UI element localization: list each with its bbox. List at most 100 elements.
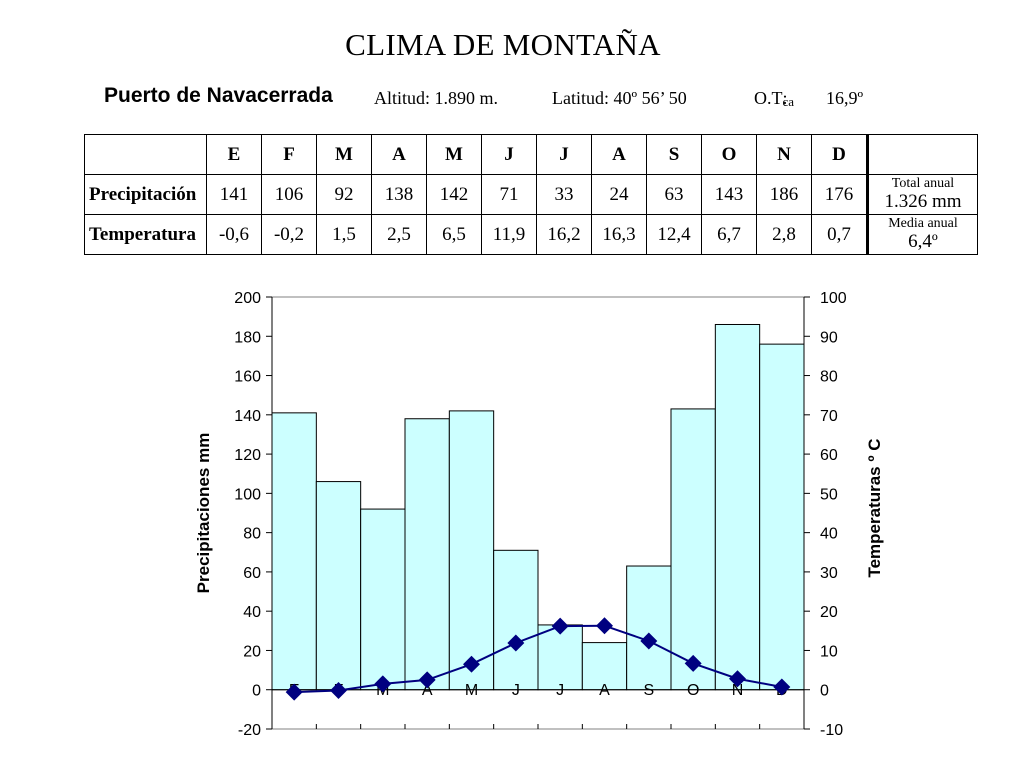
left-tick-label: 80 — [243, 526, 261, 543]
left-tick-label: 140 — [234, 408, 261, 425]
precip-bar — [759, 343, 805, 691]
left-tick-label: 60 — [243, 565, 261, 582]
station-latitude: Latitud: 40º 56’ 50 — [552, 88, 687, 108]
temperature-point — [773, 678, 791, 696]
right-tick-label: -10 — [820, 722, 843, 739]
right-tick-label: 50 — [820, 486, 838, 503]
left-tick-label: 200 — [234, 290, 261, 307]
annual-mean-label: Media anual — [888, 216, 958, 232]
right-tick-label: 60 — [820, 447, 838, 464]
right-tick-label: 20 — [820, 604, 838, 621]
month-header: E — [206, 134, 262, 175]
right-tick-label: 0 — [820, 683, 829, 700]
precip-cell: 186 — [756, 174, 812, 215]
temperature-point — [596, 617, 613, 635]
right-tick-label: 90 — [820, 329, 838, 346]
climate-table: E F M A M J J A S O N D Precipitación 14… — [84, 134, 978, 255]
precip-cell: 92 — [316, 174, 372, 215]
annual-mean-cell: Media anual 6,4º — [866, 214, 978, 255]
right-tick-label: 70 — [820, 408, 838, 425]
otc-prefix: O.T — [754, 88, 783, 108]
temperature-point — [551, 617, 569, 635]
temperature-point — [330, 682, 347, 699]
station-otc: O.T ca: — [754, 88, 794, 109]
annual-mean-value: 6,4º — [908, 230, 938, 252]
precip-cell: 24 — [591, 174, 647, 215]
precip-bar — [493, 549, 539, 691]
category-label: A — [599, 682, 610, 699]
category-label: M — [465, 682, 478, 699]
precipitation-row: Precipitación 141 106 92 138 142 71 33 2… — [84, 174, 978, 215]
month-header: M — [316, 134, 372, 175]
month-header: O — [701, 134, 757, 175]
left-tick-label: 120 — [234, 447, 261, 464]
temperature-row: Temperatura -0,6 -0,2 1,5 2,5 6,5 11,9 1… — [84, 214, 978, 255]
temp-cell: 11,9 — [481, 214, 537, 255]
precip-bar — [714, 323, 761, 691]
precip-bar — [360, 508, 406, 691]
temp-cell: 0,7 — [811, 214, 868, 255]
left-tick-label: 40 — [243, 604, 261, 621]
temp-cell: 6,5 — [426, 214, 482, 255]
table-header-row: E F M A M J J A S O N D — [84, 134, 978, 175]
station-altitude: Altitud: 1.890 m. — [374, 88, 499, 108]
otc-superscript: ca — [782, 94, 795, 109]
category-label: O — [687, 682, 699, 699]
left-tick-label: 20 — [243, 643, 261, 660]
row-label-precipitation: Precipitación — [84, 174, 207, 215]
precip-bar — [537, 624, 583, 691]
temperature-point — [507, 634, 525, 652]
right-tick-label: 10 — [820, 643, 838, 660]
precip-cell: 141 — [206, 174, 262, 215]
left-tick-label: 160 — [234, 369, 261, 386]
category-label: J — [556, 682, 564, 699]
temp-cell: 16,3 — [591, 214, 647, 255]
precip-cell: 176 — [811, 174, 868, 215]
temp-cell: 2,8 — [756, 214, 812, 255]
right-axis-title: Temperaturas º C — [865, 438, 884, 577]
temp-cell: 12,4 — [646, 214, 702, 255]
precip-cell: 33 — [536, 174, 592, 215]
precip-bar — [626, 565, 672, 691]
precip-bar — [404, 418, 450, 691]
month-header: A — [591, 134, 647, 175]
temperature-point — [285, 683, 303, 701]
temperature-point — [374, 675, 392, 693]
page-title: CLIMA DE MONTAÑA — [345, 27, 661, 62]
left-tick-label: 180 — [234, 329, 261, 346]
left-tick-label: 0 — [252, 683, 261, 700]
category-label: S — [643, 682, 654, 699]
temperature-point — [463, 655, 480, 673]
temp-cell: -0,6 — [206, 214, 262, 255]
temperature-point — [684, 654, 702, 672]
temp-cell: 16,2 — [536, 214, 592, 255]
temperature-point — [729, 670, 746, 688]
precip-cell: 142 — [426, 174, 482, 215]
precip-bar — [448, 410, 495, 691]
month-header: N — [756, 134, 812, 175]
temperature-point — [640, 632, 658, 650]
category-label: J — [512, 682, 520, 699]
precip-cell: 106 — [261, 174, 317, 215]
left-tick-label: 100 — [234, 486, 261, 503]
category-label: A — [422, 682, 433, 699]
otc-colon: : — [782, 88, 788, 108]
left-tick-label: -20 — [238, 722, 261, 739]
station-name: Puerto de Navacerrada — [104, 84, 333, 107]
temperature-line — [294, 624, 783, 694]
annual-total-cell: Total anual 1.326 mm — [866, 174, 978, 215]
right-tick-label: 80 — [820, 369, 838, 386]
station-info: Puerto de Navacerrada Altitud: 1.890 m. … — [104, 82, 1004, 112]
month-header: D — [811, 134, 868, 175]
precip-bar — [315, 481, 362, 691]
temperature-point — [418, 671, 436, 689]
temp-cell: 6,7 — [701, 214, 757, 255]
station-otc-value: 16,9º — [826, 88, 864, 108]
annual-total-label: Total anual — [891, 176, 955, 192]
temp-cell: 1,5 — [316, 214, 372, 255]
right-tick-label: 30 — [820, 565, 838, 582]
right-tick-label: 40 — [820, 526, 838, 543]
month-header: M — [426, 134, 482, 175]
row-label-temperature: Temperatura — [84, 214, 207, 255]
